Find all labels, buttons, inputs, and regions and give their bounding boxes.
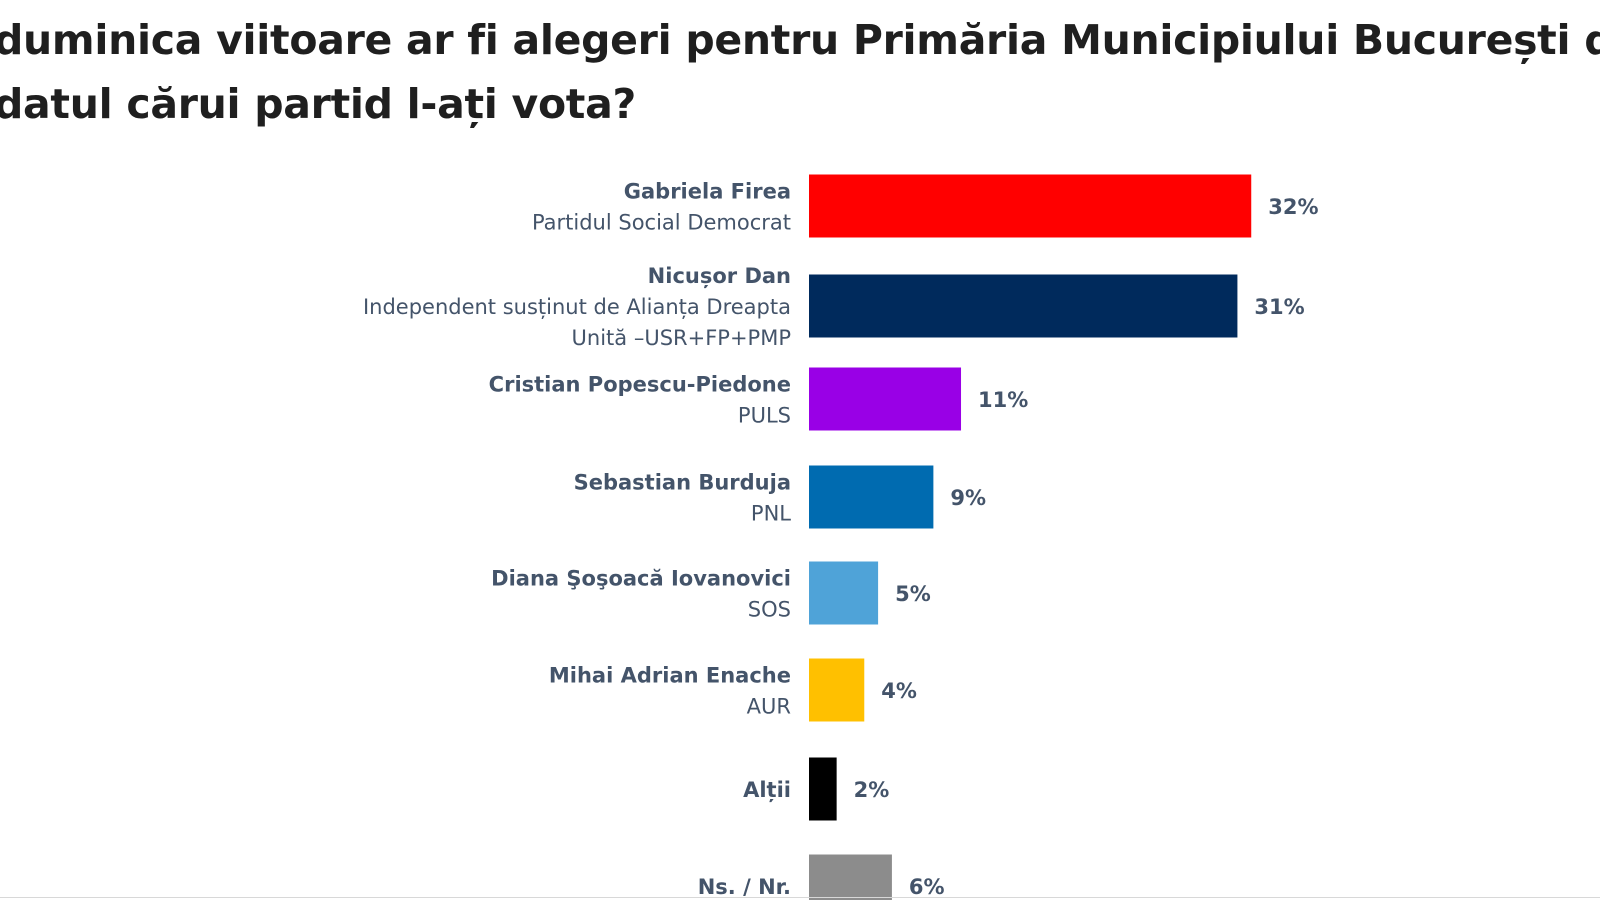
chart-title-line-2: datul cărui partid l-ați vota? [0,80,636,128]
category-sublabel: AUR [747,695,791,719]
category-sublabel: Independent susținut de Alianța Dreapta [363,295,791,319]
value-label: 2% [854,778,890,802]
bar-group: 4% Mihai Adrian Enache AUR [549,658,917,722]
category-label: Nicușor Dan [648,264,791,288]
bar [809,367,962,431]
category-label: Cristian Popescu-Piedone [489,373,791,397]
bar-group: 2% Alții [743,757,890,821]
value-label: 6% [909,875,945,899]
bar [809,561,879,625]
category-label: Alții [743,778,791,803]
category-label: Mihai Adrian Enache [549,664,791,688]
value-label: 4% [881,679,917,703]
bar-group: 11% Cristian Popescu-Piedone PULS [489,367,1028,431]
value-label: 31% [1254,295,1304,319]
category-label: Diana Şoşoacă Iovanovici [491,567,791,591]
category-label: Sebastian Burduja [574,471,791,495]
bar [809,854,892,900]
value-label: 32% [1268,195,1318,219]
category-label: Ns. / Nr. [698,875,791,899]
bar [809,658,865,722]
bar-group: 5% Diana Şoşoacă Iovanovici SOS [491,561,931,625]
bar [809,757,837,821]
value-label: 5% [895,582,931,606]
category-sublabel: SOS [748,598,791,622]
category-label: Gabriela Firea [624,180,791,204]
bar-group: 6% Ns. / Nr. [698,854,945,900]
bar-group: 9% Sebastian Burduja PNL [574,465,986,529]
bar [809,174,1252,238]
category-sublabel: Unită –USR+FP+PMP [572,326,791,350]
value-label: 9% [950,486,986,510]
bar [809,465,934,529]
chart-title-line-1: duminica viitoare ar fi alegeri pentru P… [0,16,1600,64]
bottom-divider [0,897,1600,898]
category-sublabel: PULS [738,404,791,428]
bar-group: 32% Gabriela Firea Partidul Social Democra… [532,174,1319,238]
chart-title: duminica viitoare ar fi alegeri pentru P… [0,8,1600,136]
category-sublabel: PNL [751,502,791,526]
category-sublabel: Partidul Social Democrat [532,211,791,235]
value-label: 11% [978,388,1028,412]
bar-group: 31% Nicușor Dan Independent susținut de Al… [363,264,1305,350]
bar [809,274,1238,338]
